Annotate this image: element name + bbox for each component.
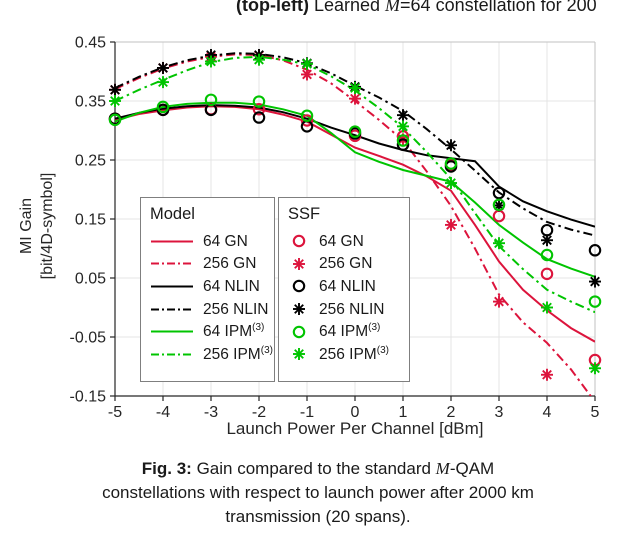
asterisk-marker-256-gn-icon (293, 257, 305, 270)
svg-text:0.15: 0.15 (75, 212, 106, 229)
line-swatch-256-ipm-icon (151, 353, 193, 356)
legend-label: 256 IPM(3) (203, 344, 273, 363)
figure-caption: Fig. 3: Gain compared to the standard M-… (0, 457, 636, 529)
asterisk-marker-256-ipm-icon (293, 348, 305, 361)
legend-model-box: Model 64 GN 256 GN 64 NLIN 256 NLIN 64 I… (140, 197, 275, 382)
legend-label: 64 NLIN (319, 278, 376, 296)
svg-text:-4: -4 (156, 404, 170, 421)
svg-text:-0.05: -0.05 (70, 330, 107, 347)
top-caption-bold: (top-left) (236, 0, 309, 15)
legend-item-ssf-64-nlin: 64 NLIN (288, 275, 409, 298)
svg-text:0.45: 0.45 (75, 35, 106, 52)
svg-text:4: 4 (543, 404, 552, 421)
legend-item-model-256-nlin: 256 NLIN (150, 298, 274, 321)
legend-item-model-256-gn: 256 GN (150, 253, 274, 276)
legend-ssf-box: SSF 64 GN 256 GN 64 NLIN 256 NLIN 64 IPM… (278, 197, 410, 382)
svg-text:-3: -3 (204, 404, 218, 421)
legend-item-model-64-ipm: 64 IPM(3) (150, 320, 274, 343)
math-symbol-M: M (435, 459, 450, 478)
svg-text:0: 0 (351, 404, 360, 421)
legend-item-ssf-256-gn: 256 GN (288, 253, 409, 276)
legend-label: 256 NLIN (203, 300, 269, 318)
svg-text:5: 5 (591, 404, 600, 421)
math-symbol-M: M (385, 0, 401, 15)
legend-label: 64 IPM(3) (203, 322, 265, 341)
legend-item-model-64-nlin: 64 NLIN (150, 275, 274, 298)
legend-item-ssf-64-gn: 64 GN (288, 230, 409, 253)
caption-line1: Fig. 3: Gain compared to the standard M-… (141, 459, 495, 478)
line-swatch-64-ipm-icon (151, 330, 193, 333)
svg-text:-0.15: -0.15 (70, 389, 107, 406)
line-swatch-64-gn-icon (151, 240, 193, 243)
svg-text:-2: -2 (252, 404, 266, 421)
svg-text:0.25: 0.25 (75, 153, 106, 170)
legend-label: 64 GN (203, 232, 248, 250)
legend-label: 64 GN (319, 232, 364, 250)
legend-item-ssf-64-ipm: 64 IPM(3) (288, 320, 409, 343)
legend-item-ssf-256-nlin: 256 NLIN (288, 298, 409, 321)
circle-marker-64-ipm-icon (292, 325, 306, 338)
y-axis-label-line2: [bit/4D-symbol] (39, 172, 56, 280)
line-swatch-256-nlin-icon (151, 308, 193, 311)
top-caption-text: Learned (308, 0, 386, 15)
legend-item-ssf-256-ipm: 256 IPM(3) (288, 343, 409, 366)
y-axis-label-line1: MI Gain (18, 198, 35, 255)
caption-line2: constellations with respect to launch po… (102, 483, 534, 502)
svg-text:-5: -5 (108, 404, 122, 421)
svg-text:1: 1 (399, 404, 408, 421)
line-swatch-256-gn-icon (151, 262, 193, 265)
asterisk-marker-256-nlin-icon (293, 303, 305, 316)
top-caption-rest: =64 constellation for 200 (400, 0, 597, 15)
top-caption: (top-left) Learned M=64 constellation fo… (236, 0, 597, 16)
circle-marker-64-nlin-icon (292, 280, 306, 293)
x-axis-label: Launch Power Per Channel [dBm] (226, 419, 484, 438)
svg-text:0.05: 0.05 (75, 271, 106, 288)
legend-model-title: Model (150, 205, 195, 223)
svg-text:2: 2 (447, 404, 456, 421)
svg-text:-1: -1 (300, 404, 314, 421)
legend-label: 64 NLIN (203, 278, 260, 296)
y-axis-label: MI Gain [bit/4D-symbol] (16, 46, 60, 406)
legend-label: 256 NLIN (319, 300, 385, 318)
legend-label: 256 GN (203, 255, 257, 273)
caption-line3: transmission (20 spans). (225, 507, 411, 526)
legend-item-model-256-ipm: 256 IPM(3) (150, 343, 274, 366)
legend-label: 256 GN (319, 255, 373, 273)
legend-ssf-title: SSF (288, 205, 321, 223)
legend-label: 64 IPM(3) (319, 322, 381, 341)
line-swatch-64-nlin-icon (151, 285, 193, 288)
svg-text:0.35: 0.35 (75, 94, 106, 111)
svg-text:3: 3 (495, 404, 504, 421)
legend-label: 256 IPM(3) (319, 344, 389, 363)
circle-marker-64-gn-icon (292, 235, 306, 248)
legend-item-model-64-gn: 64 GN (150, 230, 274, 253)
